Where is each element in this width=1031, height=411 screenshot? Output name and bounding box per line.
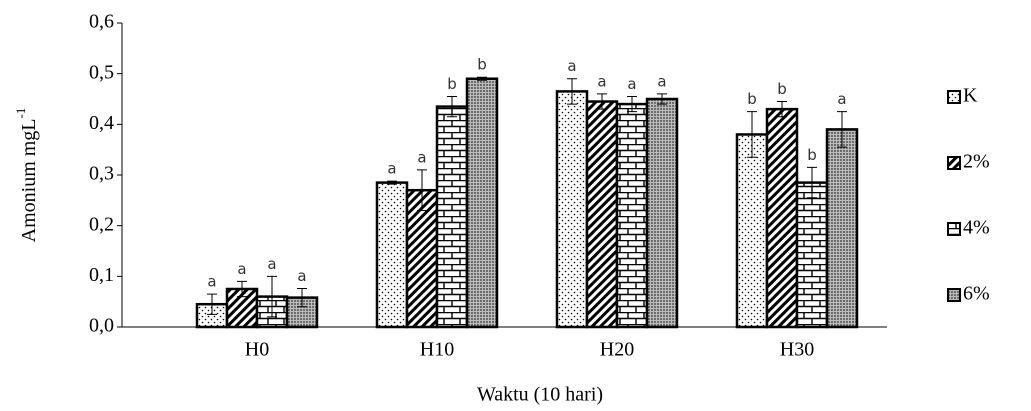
legend-swatch — [947, 222, 961, 236]
error-bar — [207, 293, 217, 315]
significance-label: b — [777, 80, 787, 98]
significance-label: a — [267, 255, 276, 273]
significance-label: b — [747, 90, 757, 108]
bar — [375, 181, 409, 329]
significance-label: a — [207, 273, 216, 291]
bar — [405, 188, 439, 329]
error-bar — [567, 78, 577, 105]
bar — [435, 105, 469, 329]
error-bar — [267, 275, 277, 318]
bar — [555, 90, 589, 329]
y-label-sup: -1 — [13, 108, 28, 119]
bar — [615, 102, 649, 329]
error-bar — [447, 95, 457, 118]
error-bar — [657, 93, 667, 105]
y-axis-label: Amonium mgL-1 — [13, 108, 40, 243]
significance-label: b — [447, 75, 457, 93]
significance-label: a — [417, 148, 426, 166]
error-bar — [807, 166, 817, 199]
bar — [765, 107, 799, 329]
significance-label: a — [657, 72, 666, 90]
bar — [825, 128, 859, 329]
legend-label: 6% — [963, 283, 990, 305]
x-tick-label: H30 — [780, 339, 814, 361]
x-axis-label: Waktu (10 hari) — [477, 384, 603, 406]
error-bar — [417, 169, 427, 211]
y-tick-label: 0,6 — [89, 11, 114, 33]
significance-label: b — [477, 56, 487, 74]
error-bar — [777, 101, 787, 118]
y-tick-label: 0,5 — [89, 61, 114, 83]
error-bar — [747, 111, 757, 158]
bar — [735, 133, 769, 329]
y-tick-label: 0,3 — [89, 163, 114, 185]
y-tick-label: 0,1 — [89, 264, 114, 286]
bar — [795, 181, 829, 329]
y-label-main: Amonium mgL — [18, 118, 40, 242]
x-tick-label: H20 — [600, 339, 634, 361]
error-bar — [837, 111, 847, 148]
significance-label: a — [567, 57, 576, 75]
y-tick-label: 0,0 — [89, 315, 114, 337]
bar — [465, 77, 499, 329]
bar — [585, 100, 619, 329]
legend-label: 2% — [963, 151, 990, 173]
legend-swatch — [947, 288, 961, 302]
error-bar — [627, 95, 637, 113]
error-bar — [597, 93, 607, 110]
error-bar — [387, 180, 397, 185]
x-tick-label: H0 — [245, 339, 269, 361]
significance-label: a — [237, 260, 246, 278]
y-tick-label: 0,4 — [89, 112, 114, 134]
significance-label: a — [597, 72, 606, 90]
significance-label: a — [387, 160, 396, 178]
legend-swatch — [947, 90, 961, 104]
legend-swatch — [947, 156, 961, 170]
error-bar — [297, 287, 307, 308]
legend-label: K — [963, 85, 978, 107]
significance-label: b — [807, 146, 817, 164]
error-bar — [237, 280, 247, 298]
error-bar — [477, 76, 487, 81]
legend-label: 4% — [963, 217, 990, 239]
significance-label: a — [627, 75, 636, 93]
significance-label: a — [297, 267, 306, 285]
significance-label: a — [837, 90, 846, 108]
x-tick-label: H10 — [420, 339, 454, 361]
y-tick-label: 0,2 — [89, 213, 114, 235]
bar — [645, 97, 679, 329]
